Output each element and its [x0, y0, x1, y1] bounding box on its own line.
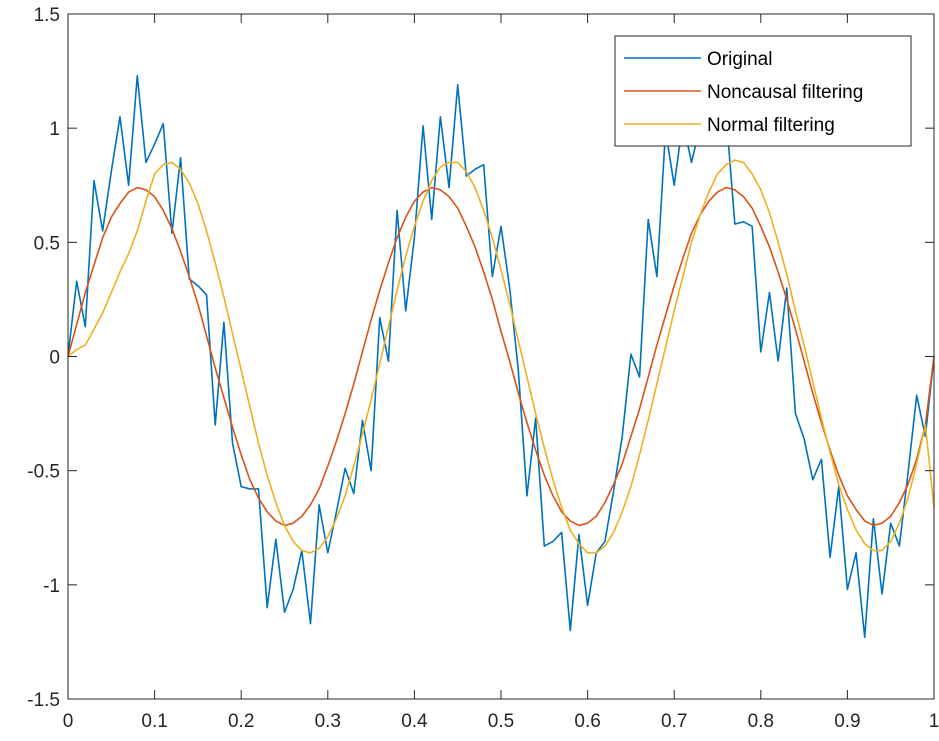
- x-tick-label: 1: [929, 711, 939, 732]
- x-tick-label: 0.6: [574, 711, 600, 732]
- legend-label-0: Original: [707, 49, 772, 70]
- legend-label-2: Normal filtering: [707, 115, 835, 136]
- y-tick-label: 1: [49, 119, 60, 140]
- x-tick-label: 0.2: [228, 711, 254, 732]
- y-tick-label: 0: [49, 348, 60, 369]
- x-tick-label: 0.9: [834, 711, 860, 732]
- x-axis: 0 0.1 0.2 0.3 0.4 0.5 0.6 0.7 0.8 0.9 1: [63, 14, 939, 732]
- x-tick-label: 0.5: [488, 711, 514, 732]
- x-tick-label: 0.4: [401, 711, 428, 732]
- y-tick-label: 1.5: [34, 5, 60, 26]
- series-line-1: [67, 186, 935, 527]
- x-tick-label: 0.3: [315, 711, 341, 732]
- legend: Original Noncausal filtering Normal filter…: [614, 35, 912, 147]
- series-line-2: [67, 159, 935, 554]
- y-tick-label: 0.5: [34, 233, 60, 254]
- y-tick-label: -1.5: [27, 690, 60, 711]
- y-tick-label: -0.5: [27, 462, 60, 483]
- series-group: [67, 74, 935, 639]
- legend-label-1: Noncausal filtering: [707, 82, 863, 103]
- y-axis: 1.5 1 0.5 0 -0.5 -1 -1.5: [27, 5, 934, 711]
- x-tick-label: 0: [63, 711, 74, 732]
- y-tick-label: -1: [43, 576, 60, 597]
- x-tick-label: 0.8: [748, 711, 774, 732]
- series-line-0: [67, 74, 935, 639]
- x-tick-label: 0.1: [141, 711, 167, 732]
- x-tick-label: 0.7: [661, 711, 687, 732]
